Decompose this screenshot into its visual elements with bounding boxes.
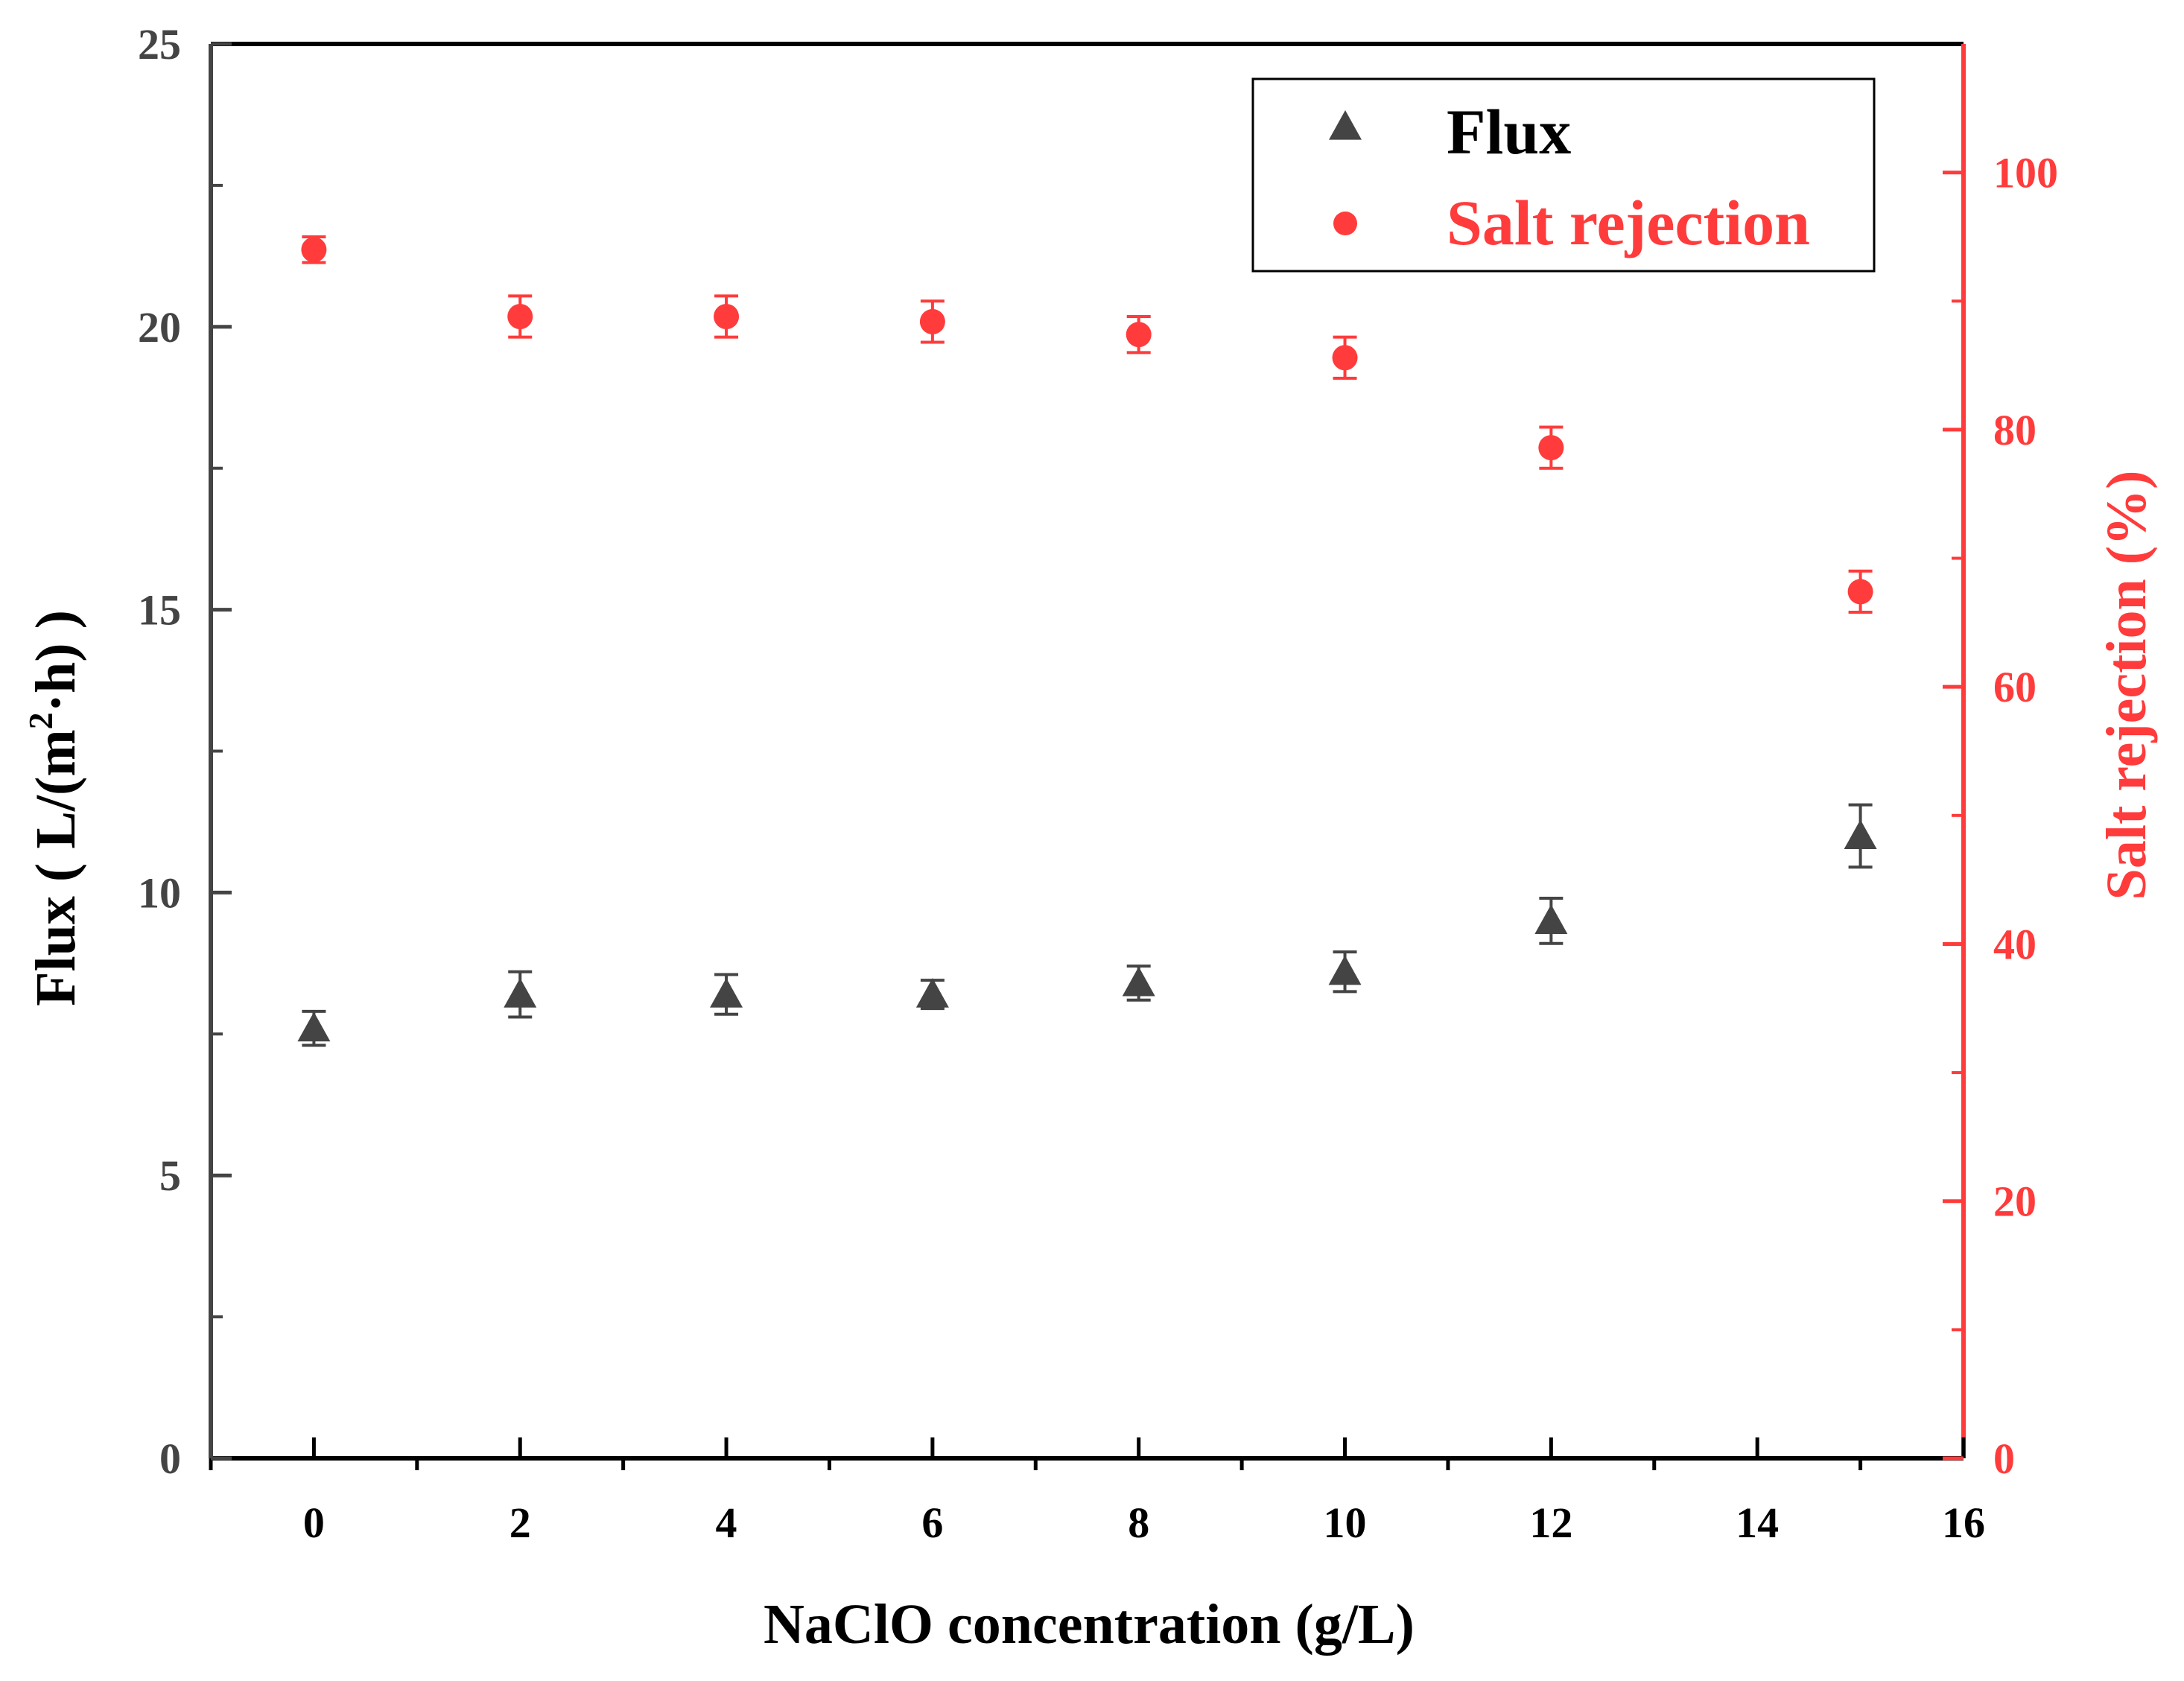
flux-point <box>297 1011 331 1042</box>
left-axis-title-sup: 2 <box>22 712 60 729</box>
legend: Flux Salt rejection <box>1251 77 1876 273</box>
salt-rejection-point <box>714 303 740 329</box>
left-tick-label: 10 <box>138 868 181 917</box>
left-tick-label: 15 <box>138 586 181 635</box>
x-tick-label: 2 <box>510 1499 531 1547</box>
x-axis-ticks: 0 2 4 6 8 10 12 14 16 <box>209 1437 1985 1547</box>
legend-rejection-marker <box>1333 212 1357 235</box>
x-tick-label: 10 <box>1324 1499 1367 1547</box>
legend-flux-label: Flux <box>1447 96 1571 168</box>
salt-rejection-point <box>1847 579 1873 605</box>
left-tick-label: 5 <box>159 1151 181 1200</box>
legend-flux-marker <box>1329 110 1362 140</box>
left-tick-label: 25 <box>138 20 181 69</box>
right-tick-label: 100 <box>1993 149 2058 197</box>
flux-point <box>1122 966 1155 997</box>
series-flux <box>297 803 1877 1047</box>
right-tick-label: 40 <box>1993 920 2037 968</box>
flux-point <box>1534 904 1568 934</box>
x-tick-label: 16 <box>1942 1499 1985 1547</box>
x-tick-label: 4 <box>716 1499 737 1547</box>
salt-rejection-point <box>301 237 327 263</box>
flux-point <box>1328 955 1362 985</box>
left-axis-title: Flux ( L/(m2·h) ) <box>22 610 87 1006</box>
x-tick-label: 12 <box>1529 1499 1572 1547</box>
right-tick-label: 20 <box>1993 1178 2037 1226</box>
salt-rejection-point <box>507 303 533 329</box>
x-tick-label: 14 <box>1736 1499 1779 1547</box>
left-axis-title-main: Flux ( L/(m <box>25 729 87 1006</box>
flux-point <box>915 978 949 1008</box>
left-axis-ticks: 0 5 10 15 20 25 <box>138 20 232 1483</box>
left-tick-label: 0 <box>159 1434 181 1483</box>
flux-point <box>710 978 743 1008</box>
data-marks <box>297 235 1877 1047</box>
right-tick-label: 60 <box>1993 663 2037 711</box>
salt-rejection-point <box>919 308 945 334</box>
flux-point <box>1844 819 1877 850</box>
right-tick-label: 0 <box>1993 1434 2015 1483</box>
x-tick-label: 8 <box>1128 1499 1149 1547</box>
left-axis-title-rest: ·h) ) <box>25 610 87 712</box>
series-salt-rejection <box>301 235 1873 614</box>
salt-rejection-point <box>1126 322 1152 348</box>
x-tick-label: 6 <box>921 1499 943 1547</box>
flux-point <box>504 978 537 1008</box>
right-axis-ticks: 0 20 40 60 80 100 <box>1943 149 2058 1483</box>
salt-rejection-point <box>1538 435 1564 461</box>
left-tick-label: 20 <box>138 303 181 352</box>
salt-rejection-point <box>1332 345 1358 371</box>
right-axis-title: Salt rejection (%) <box>2095 471 2158 900</box>
x-axis-title: NaClO concentration (g/L) <box>764 1593 1415 1656</box>
legend-box <box>1251 77 1876 273</box>
x-tick-label: 0 <box>303 1499 325 1547</box>
right-tick-label: 80 <box>1993 406 2037 454</box>
legend-rejection-label: Salt rejection <box>1447 187 1810 258</box>
